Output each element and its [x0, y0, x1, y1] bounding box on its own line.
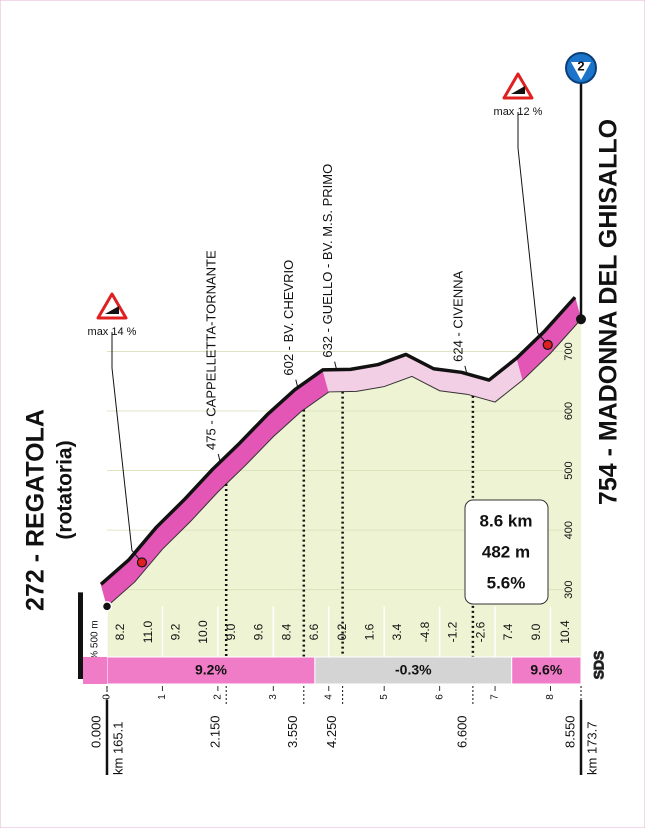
max-sign-slope	[105, 306, 119, 314]
distance-mark-label: 0.000	[88, 715, 103, 748]
start-point	[101, 601, 113, 612]
waypoint-leader	[295, 379, 299, 388]
section-label: 9.6%	[530, 662, 562, 678]
badge-number: 2	[577, 58, 584, 73]
finish-km: km 173.7	[584, 722, 599, 775]
altitude-tick-label: 600	[563, 402, 575, 420]
gradient-label: 0.2	[335, 623, 349, 640]
max-point	[542, 339, 553, 350]
summary-box	[464, 499, 549, 605]
gradient-label: -1.2	[446, 621, 460, 642]
gradient-label: 10.0	[196, 620, 210, 644]
altitude-tick-label: 700	[563, 342, 575, 360]
waypoint-leader	[334, 361, 338, 370]
distance-mark-label: 6.600	[454, 715, 469, 748]
km-tick-label: 8	[545, 694, 556, 700]
waypoint-label: 632 - GUELLO - BV. M.S. PRIMO	[320, 164, 335, 358]
finish-label: 754 - MADONNA DEL GHISALLO	[595, 119, 623, 505]
waypoint-label: 624 - CIVENNA	[450, 271, 465, 362]
gradient-label: 3.4	[390, 623, 404, 640]
profile-area	[107, 319, 581, 657]
waypoint-leader	[464, 365, 468, 374]
altitude-tick-label: 400	[563, 521, 575, 539]
distance-mark-label: 4.250	[324, 715, 339, 748]
distance-mark-label: 2.150	[208, 715, 223, 748]
waypoint-label: 602 - BV. CHEVRIO	[281, 260, 296, 376]
altitude-tick-label: 300	[563, 581, 575, 599]
gradient-label: 8.2	[113, 623, 127, 640]
km-tick-label: 2	[213, 694, 224, 700]
start-km: km 165.1	[110, 722, 125, 775]
section-bar	[314, 656, 513, 685]
distance-mark-label: 8.550	[562, 715, 577, 748]
km-tick-label: 7	[490, 694, 501, 700]
gradient-unit: % 500 m	[90, 620, 101, 659]
waypoint-label: 475 - CAPPELLETTA-TORNANTE	[204, 250, 219, 450]
gradient-label: -4.8	[418, 621, 432, 642]
distance-mark-label: 3.550	[285, 715, 300, 748]
waypoint-leader	[217, 453, 221, 463]
section-bar	[106, 656, 316, 685]
altitude-tick-label: 500	[563, 461, 575, 479]
finish-point	[576, 314, 586, 325]
summary-line: 482 m	[482, 542, 530, 561]
gradient-label: 8.4	[279, 623, 293, 640]
km-tick-label: 6	[434, 694, 445, 700]
gradient-label: 11.0	[141, 620, 155, 643]
gradient-label: 9.0	[224, 623, 238, 640]
km-tick-label: 3	[268, 694, 279, 700]
badge-arrow	[571, 62, 591, 80]
credit: SDS	[591, 651, 607, 680]
summary-line: 5.6%	[487, 573, 526, 592]
gradient-label: 10.4	[558, 620, 572, 644]
max-leader	[517, 112, 549, 346]
km-tick-label: 5	[379, 694, 390, 700]
km-tick-label: 1	[157, 694, 168, 700]
start-label: 272 - REGATOLA	[22, 409, 50, 611]
profile-top-edge	[99, 296, 577, 586]
km-tick-label: 0	[102, 694, 113, 700]
section-bar-edge	[83, 657, 107, 684]
max-label: max 12 %	[494, 106, 543, 118]
gradient-label: 9.6	[252, 623, 266, 640]
section-label: 9.2%	[195, 662, 227, 678]
gradient-label: 9.0	[529, 623, 543, 640]
max-label: max 14 %	[88, 326, 137, 338]
summary-line: 8.6 km	[480, 511, 533, 530]
gradient-label: -2.6	[473, 621, 487, 642]
km-tick-label: 4	[323, 694, 334, 700]
gradient-label: 9.2	[168, 623, 182, 640]
max-leader	[111, 332, 143, 563]
gradient-label: 6.6	[307, 623, 321, 640]
max-sign-slope	[511, 86, 525, 94]
start-note: (rotatoria)	[54, 440, 77, 539]
gradient-label: 1.6	[363, 623, 377, 640]
section-bar	[511, 656, 582, 685]
section-label: -0.3%	[395, 662, 432, 678]
gradient-label: 7.4	[501, 623, 515, 640]
start-wall	[78, 592, 83, 679]
max-point	[136, 557, 148, 568]
